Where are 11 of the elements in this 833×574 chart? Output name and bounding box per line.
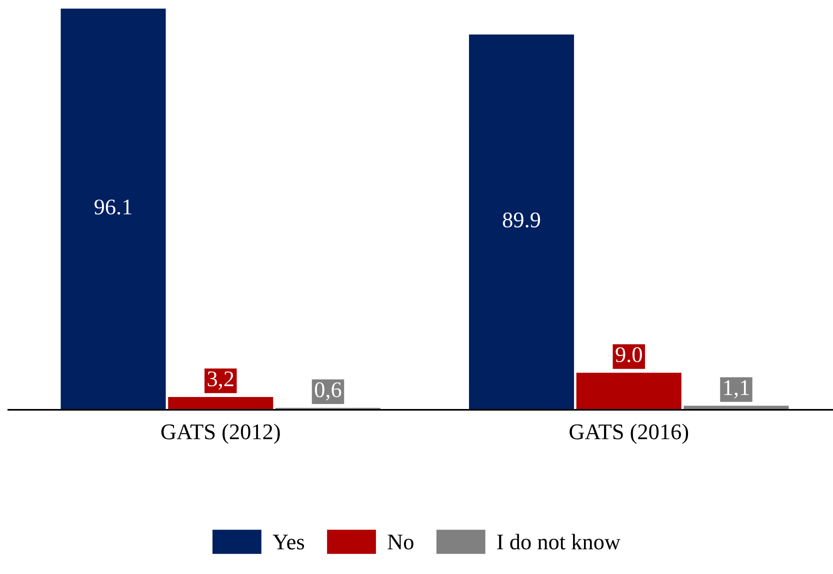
data-label: 3,2 bbox=[208, 371, 234, 390]
data-label: 89.9 bbox=[502, 212, 540, 228]
x-tick-label: GATS (2016) bbox=[570, 424, 688, 444]
x-tick-label: GATS (2012) bbox=[161, 424, 280, 444]
data-label: 9.0 bbox=[616, 347, 642, 362]
legend-label: I do not know bbox=[497, 534, 620, 550]
data-label: 1,1 bbox=[724, 380, 749, 398]
data-label: 0,6 bbox=[314, 382, 342, 400]
legend-label: Yes bbox=[272, 534, 304, 550]
legend-label: No bbox=[388, 534, 414, 550]
data-label: 96.1 bbox=[94, 200, 132, 215]
